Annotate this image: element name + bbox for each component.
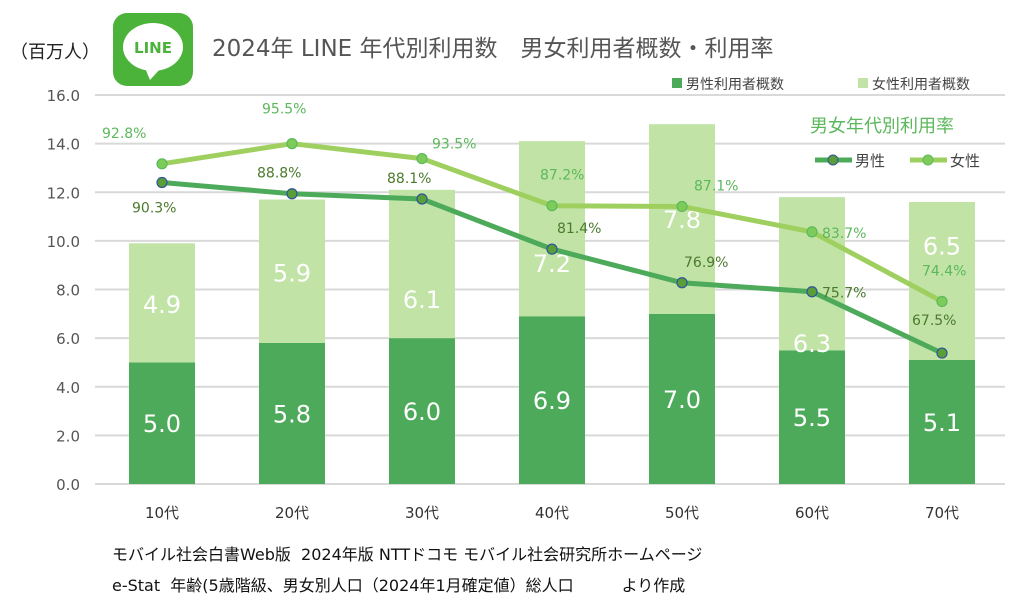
rate-point [156, 158, 168, 170]
source-line-2: e-Stat 年齢(5歳階級、男女別人口（2024年1月確定値）総人口 より作成 [112, 576, 686, 595]
y-tick-label: 8.0 [56, 282, 80, 300]
rate-label: 81.4% [557, 221, 601, 237]
rate-label: 90.3% [132, 201, 176, 217]
y-tick-label: 12.0 [47, 184, 80, 202]
rate-label: 76.9% [684, 255, 728, 271]
x-tick-label: 30代 [405, 504, 439, 522]
y-tick-label: 14.0 [47, 136, 80, 154]
line-logo-bubble [123, 23, 183, 71]
rate-legend-title: 男女年代別利用率 [810, 116, 954, 137]
bar-female [129, 243, 195, 363]
bar-female [519, 141, 585, 317]
source-line-1: モバイル社会白書Web版 2024年版 NTTドコモ モバイル社会研究所ホームペ… [112, 545, 703, 564]
y-tick-label: 0.0 [56, 476, 80, 494]
bar-female [779, 197, 845, 351]
y-tick-label: 16.0 [47, 87, 80, 105]
rate-label: 87.2% [540, 168, 584, 184]
y-tick-label: 4.0 [56, 379, 80, 397]
bar-female [389, 189, 455, 339]
rate-point [676, 200, 688, 213]
bar-label-female: 5.9 [273, 259, 311, 287]
chart-title: 2024年 LINE 年代別利用数 男女利用者概数・利用率 [212, 36, 774, 62]
rate-label: 83.7% [822, 226, 866, 242]
y-tick-label: 2.0 [56, 427, 80, 445]
rate-point [546, 200, 558, 212]
rate-label: 95.5% [262, 102, 306, 118]
legend-label-female: 女性利用者概数 [872, 76, 970, 93]
x-tick-label: 60代 [795, 504, 829, 522]
rate-label: 75.7% [822, 286, 866, 302]
line-logo-text: LINE [134, 39, 172, 57]
bar-male [389, 338, 455, 484]
bar-male [779, 350, 845, 484]
rate-point [416, 193, 428, 205]
bar-male [909, 360, 975, 484]
bar-label-male: 5.8 [273, 400, 311, 428]
y-axis-unit: （百万人） [10, 42, 100, 63]
rate-legend-label-female: 女性 [950, 152, 980, 170]
rate-point [936, 295, 948, 308]
rate-label: 88.1% [387, 171, 431, 187]
y-tick-label: 6.0 [56, 330, 80, 348]
bar-label-male: 6.9 [533, 387, 571, 415]
rate-point [546, 243, 558, 255]
rate-point [286, 188, 298, 200]
bar-male [649, 313, 715, 484]
x-tick-label: 20代 [275, 504, 309, 522]
x-tick-label: 10代 [145, 504, 179, 522]
rate-label: 87.1% [694, 178, 738, 194]
legend-swatch-female [858, 78, 868, 88]
rate-point [286, 138, 298, 150]
rate-label: 74.4% [922, 263, 966, 279]
x-tick-label: 70代 [925, 504, 959, 522]
rate-legend-label-male: 男性 [855, 152, 885, 170]
bar-label-female: 6.1 [403, 286, 441, 314]
y-tick-label: 10.0 [47, 233, 80, 251]
bar-label-male: 5.5 [793, 404, 831, 432]
rate-point [416, 152, 428, 165]
bar-male [259, 342, 325, 484]
x-tick-label: 50代 [665, 504, 699, 522]
line-logo-tail [145, 68, 160, 80]
rate-label: 93.5% [432, 137, 476, 153]
rate-point [156, 176, 168, 189]
bar-label-female: 6.3 [793, 330, 831, 358]
rate-label: 92.8% [102, 126, 146, 142]
rate-label: 67.5% [912, 313, 956, 329]
bar-female [909, 201, 975, 361]
bar-male [519, 316, 585, 484]
bar-label-male: 7.0 [663, 386, 701, 414]
x-tick-label: 40代 [535, 504, 569, 522]
bar-label-male: 5.0 [143, 410, 181, 438]
bar-label-female: 6.5 [923, 233, 961, 261]
rate-point [806, 286, 818, 298]
legend-label-male: 男性利用者概数 [686, 77, 784, 93]
rate-point [676, 277, 688, 289]
rate-label: 88.8% [257, 166, 301, 182]
bar-female [259, 199, 325, 343]
bar-label-male: 6.0 [403, 398, 441, 426]
bar-label-male: 5.1 [923, 409, 961, 437]
legend-swatch-male [672, 78, 682, 88]
rate-legend-marker-female [922, 154, 934, 166]
rate-point [806, 226, 818, 238]
bar-male [129, 362, 195, 484]
rate-legend-marker-male [827, 154, 839, 166]
rate-point [936, 347, 948, 359]
bar-label-female: 4.9 [143, 291, 181, 319]
